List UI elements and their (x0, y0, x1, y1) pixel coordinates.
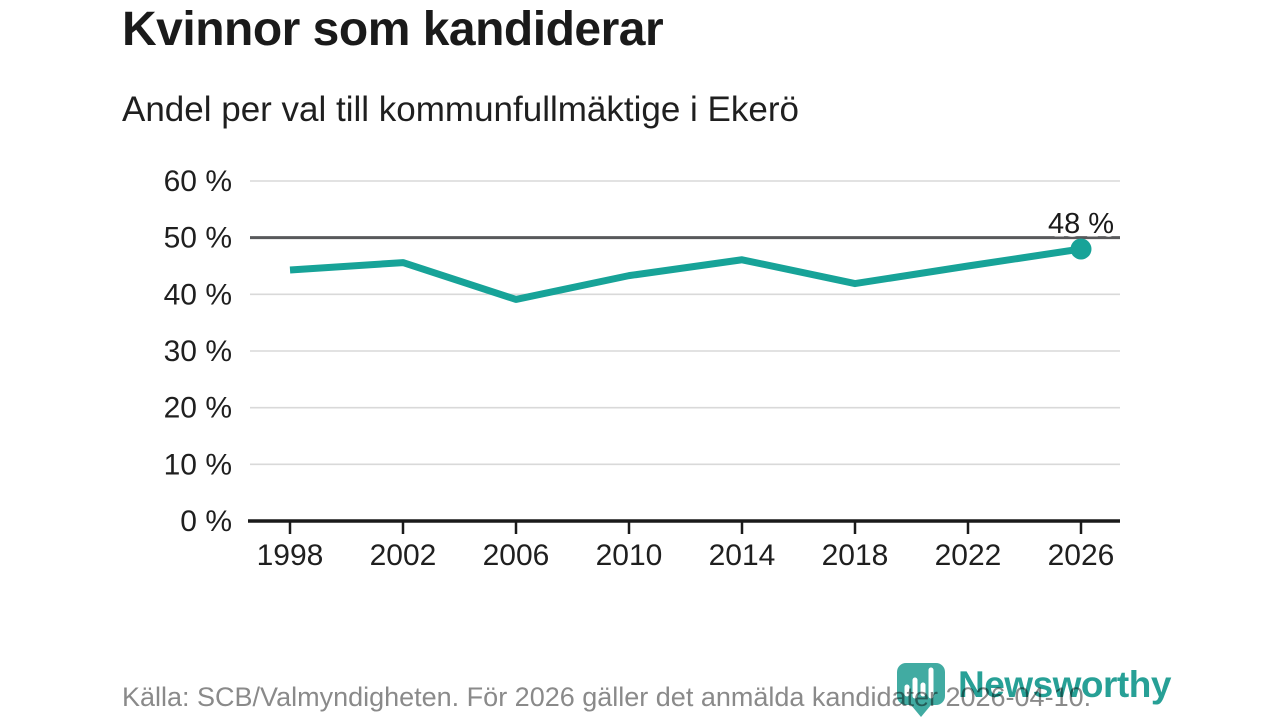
y-axis-tick-label: 20 % (164, 392, 232, 425)
x-axis-tick-label: 2010 (596, 539, 663, 572)
y-axis-tick-label: 30 % (164, 335, 232, 368)
end-value-label: 48 % (1048, 208, 1114, 240)
y-axis-tick-label: 10 % (164, 448, 232, 481)
source-note: Källa: SCB/Valmyndigheten. För 2026 gäll… (122, 682, 1092, 712)
newsworthy-logo: Newsworthy (896, 662, 1171, 718)
end-data-point (1070, 238, 1092, 260)
chart-subtitle: Andel per val till kommunfullmäktige i E… (122, 90, 799, 129)
data-line (289, 245, 1082, 303)
x-axis-tick-label: 2026 (1048, 539, 1115, 572)
x-axis-tick-label: 2014 (709, 539, 776, 572)
x-axis-tick-label: 2002 (370, 539, 437, 572)
y-axis-tick-label: 50 % (164, 222, 232, 255)
x-axis-tick-label: 2022 (935, 539, 1002, 572)
x-axis-tick-label: 2006 (483, 539, 550, 572)
x-axis-tick-label: 1998 (257, 539, 324, 572)
chart-title: Kvinnor som kandiderar (122, 3, 664, 56)
newsworthy-pin-barchart-icon (897, 663, 945, 717)
x-axis-tick-label: 2018 (822, 539, 889, 572)
newsworthy-wordmark: Newsworthy (958, 664, 1171, 705)
y-axis-tick-label: 40 % (164, 278, 232, 311)
y-axis-tick-label: 60 % (164, 165, 232, 198)
y-axis-tick-label: 0 % (180, 505, 232, 538)
